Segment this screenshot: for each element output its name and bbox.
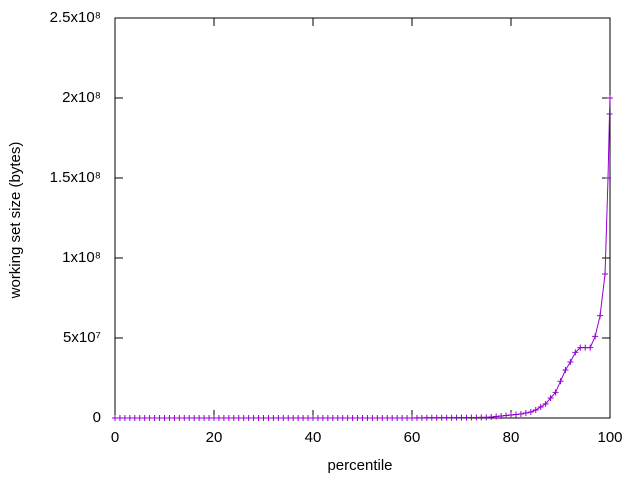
point [602,271,609,277]
point [592,333,599,340]
y-axis-label: working set size (bytes) [7,142,24,300]
x-axis-label: percentile [327,457,392,474]
y-tick-label: 0 [93,409,101,426]
x-tick-label: 100 [597,429,622,446]
point [562,367,569,373]
point [547,395,554,401]
y-tick-label: 5x10⁷ [63,329,101,346]
point [542,400,549,407]
point [567,359,574,365]
x-tick-label: 20 [206,429,223,446]
point [572,349,579,356]
y-tick-label: 1.5x10⁸ [50,169,101,186]
point [552,389,559,396]
point [517,411,524,417]
point [522,410,529,417]
point [498,413,505,419]
point [597,312,604,319]
x-tick-label: 60 [404,429,421,446]
y-tick-label: 1x10⁸ [62,249,101,266]
plot-frame [114,17,611,419]
point [532,407,539,413]
x-tick-label: 0 [111,429,119,446]
point [605,175,612,181]
x-tick-label: 80 [503,429,520,446]
point [527,409,534,415]
point [493,413,500,420]
point [607,95,613,101]
point [557,378,564,385]
point [587,344,594,351]
point [606,111,613,117]
series-line [115,97,611,419]
y-tick-label: 2x10⁸ [62,89,101,106]
point [537,403,544,410]
y-tick-label: 2.5x10⁸ [50,9,101,26]
x-tick-label: 40 [305,429,322,446]
